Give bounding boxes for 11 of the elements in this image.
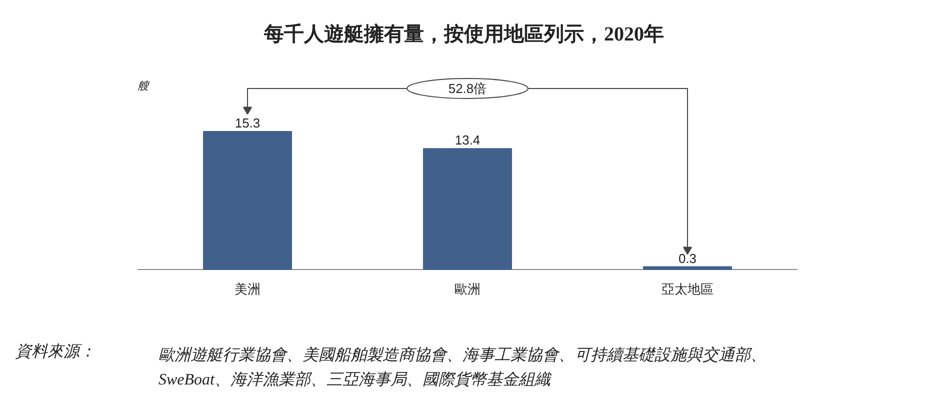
text: 歐洲遊艇行業協會、美國船舶製造商協會、海事工業協會、可持續基礎設施與交通部、 SweBoat、海洋漁業部、三亞海事局、國際貨幣基金組織 bbox=[158, 346, 766, 388]
x-tick-label: 美洲 bbox=[234, 282, 260, 296]
data-label: 0.3 bbox=[678, 250, 697, 266]
data-label: 13.4 bbox=[454, 132, 480, 148]
x-tick-label: 亞太地區 bbox=[662, 282, 714, 296]
data-label: 15.3 bbox=[234, 116, 260, 130]
y-axis-title: 艘 bbox=[136, 80, 150, 92]
x-tick-label: 歐洲 bbox=[454, 282, 480, 296]
chart-title: 每千人遊艇擁有量，按使用地區列示，2020年 bbox=[263, 22, 664, 46]
text: 52.8倍 bbox=[448, 81, 487, 96]
source-note: 資料來源： bbox=[16, 342, 96, 360]
